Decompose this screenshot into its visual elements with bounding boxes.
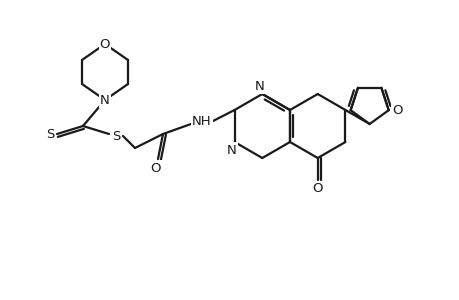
Text: O: O <box>151 161 161 175</box>
Text: S: S <box>46 128 54 140</box>
Text: N: N <box>226 143 236 157</box>
Text: S: S <box>112 130 120 142</box>
Text: N: N <box>254 80 263 92</box>
Text: NH: NH <box>192 115 211 128</box>
Text: O: O <box>100 38 110 50</box>
Text: O: O <box>312 182 322 196</box>
Text: N: N <box>100 94 110 106</box>
Text: O: O <box>392 104 402 117</box>
